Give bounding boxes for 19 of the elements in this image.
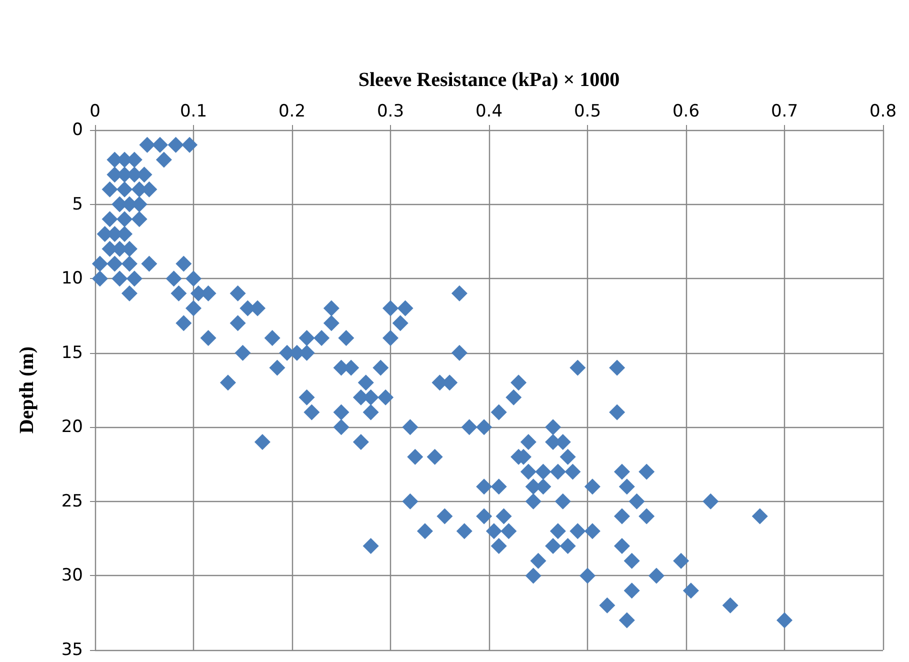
y-tick-label: 15 [61,342,83,363]
x-axis-title: Sleeve Resistance (kPa) × 1000 [358,69,620,91]
x-tick-label: 0.5 [574,102,602,122]
y-tick-label: 0 [72,120,83,140]
y-tick-label: 25 [61,491,83,512]
x-tick-label: 0 [90,102,100,122]
x-tick-label: 0.4 [475,102,503,122]
x-tick-label: 0.1 [180,102,208,122]
x-tick-label: 0.3 [376,102,404,122]
y-tick-label: 30 [61,566,83,586]
y-tick-label: 35 [61,640,83,660]
x-tick-label: 0.6 [672,102,700,122]
x-tick-label: 0.7 [770,102,798,122]
x-tick-label: 0.8 [869,102,897,122]
x-tick-label: 0.2 [278,102,306,122]
y-tick-label: 20 [61,417,83,438]
y-tick-label: 10 [61,268,83,289]
y-tick-label: 5 [72,194,83,214]
y-axis-title: Depth (m) [16,346,38,434]
